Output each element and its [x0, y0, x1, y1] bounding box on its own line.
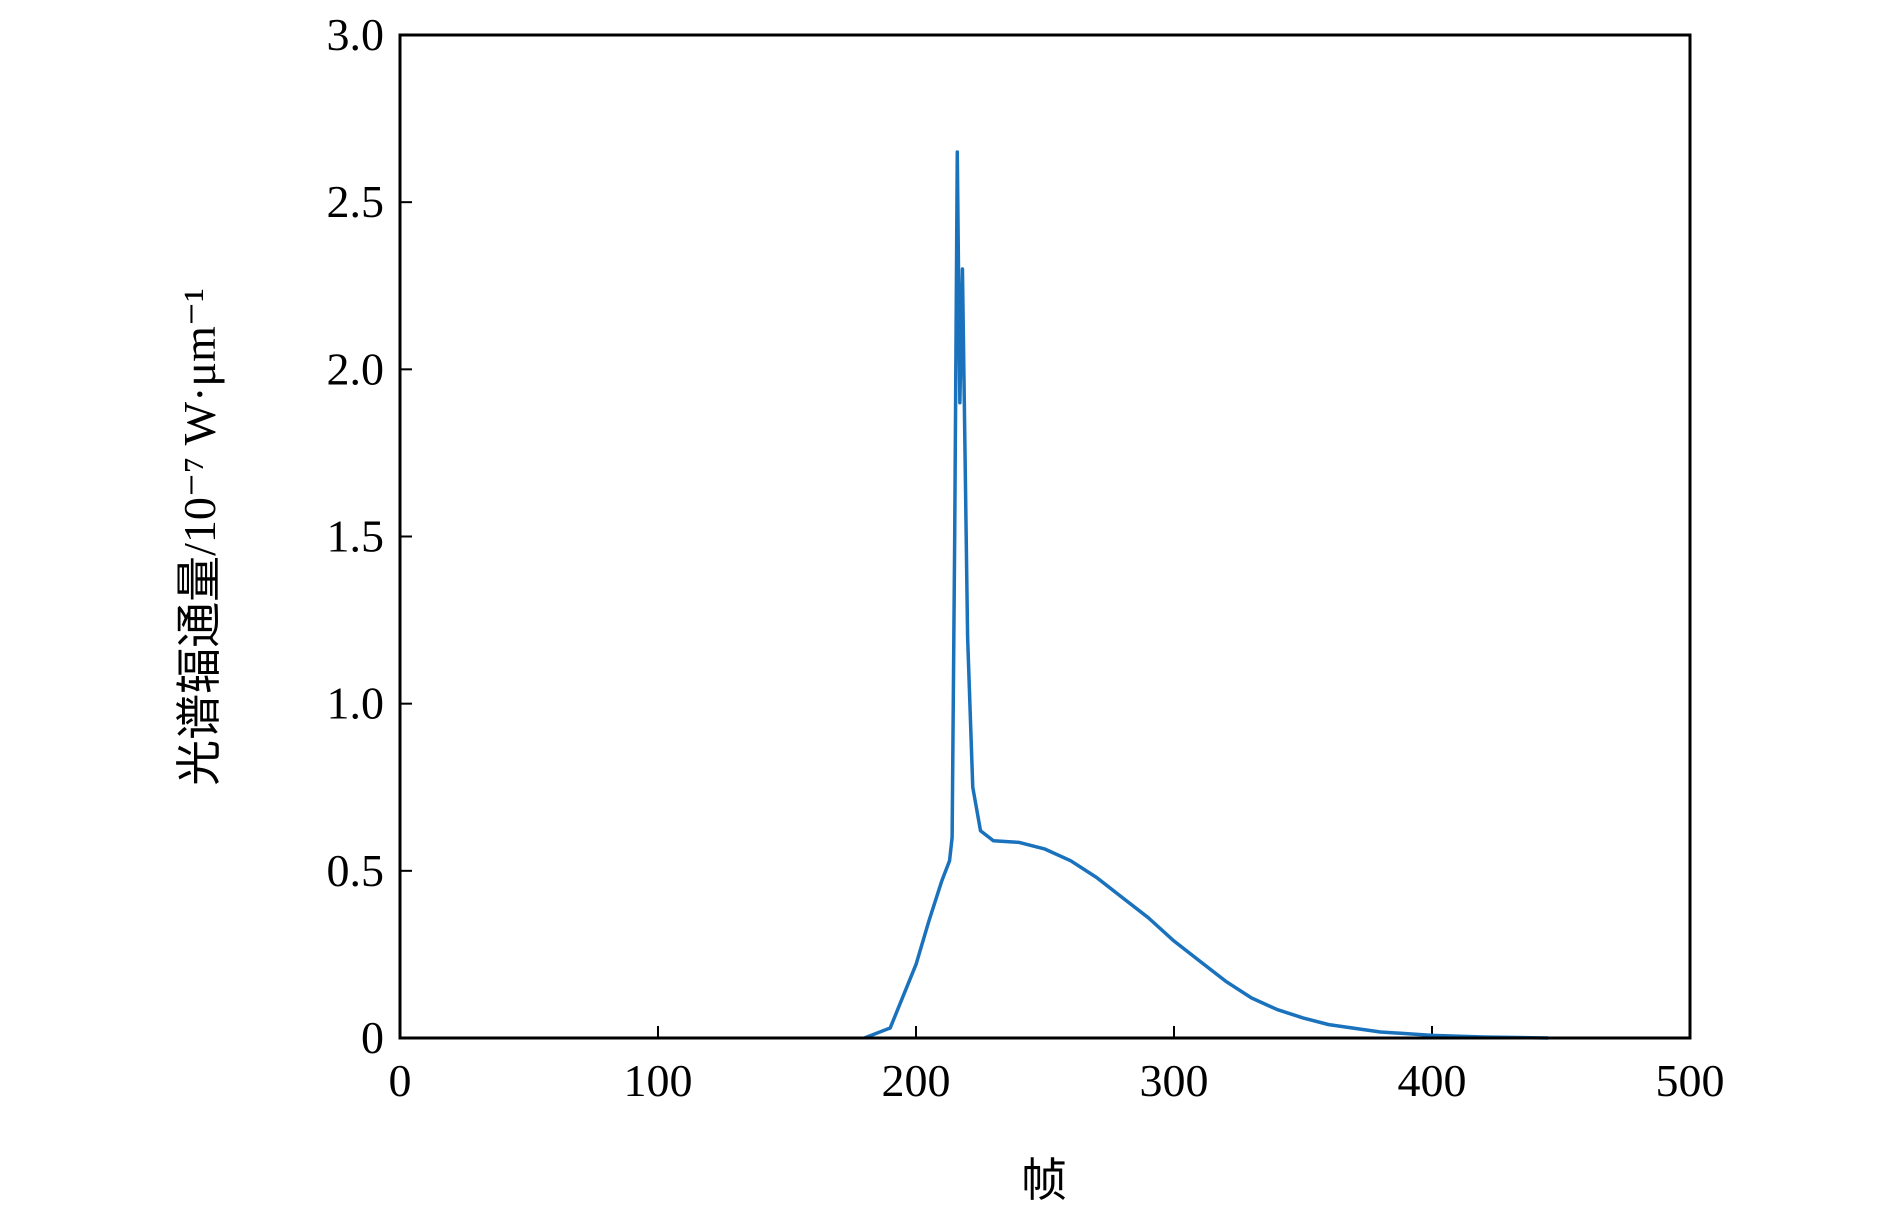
- y-tick-label: 0.5: [327, 845, 385, 896]
- y-tick-label: 0: [361, 1012, 384, 1063]
- x-tick-label: 0: [389, 1055, 412, 1106]
- x-tick-label: 500: [1656, 1055, 1725, 1106]
- y-tick-label: 2.5: [327, 176, 385, 227]
- y-axis-label: 光谱辐通量/10⁻⁷ W·μm⁻¹: [174, 288, 225, 786]
- y-tick-label: 2.0: [327, 343, 385, 394]
- plot-frame: [398, 33, 1692, 1040]
- y-tick-label: 3.0: [327, 9, 385, 60]
- data-line: [863, 150, 1549, 1040]
- x-tick-label: 300: [1140, 1055, 1209, 1106]
- x-tick-label: 400: [1398, 1055, 1467, 1106]
- y-tick-label: 1.0: [327, 678, 385, 729]
- y-tick-label: 1.5: [327, 511, 385, 562]
- x-tick-label: 200: [882, 1055, 951, 1106]
- x-tick-label: 100: [624, 1055, 693, 1106]
- x-axis-label: 帧: [1021, 1155, 1067, 1206]
